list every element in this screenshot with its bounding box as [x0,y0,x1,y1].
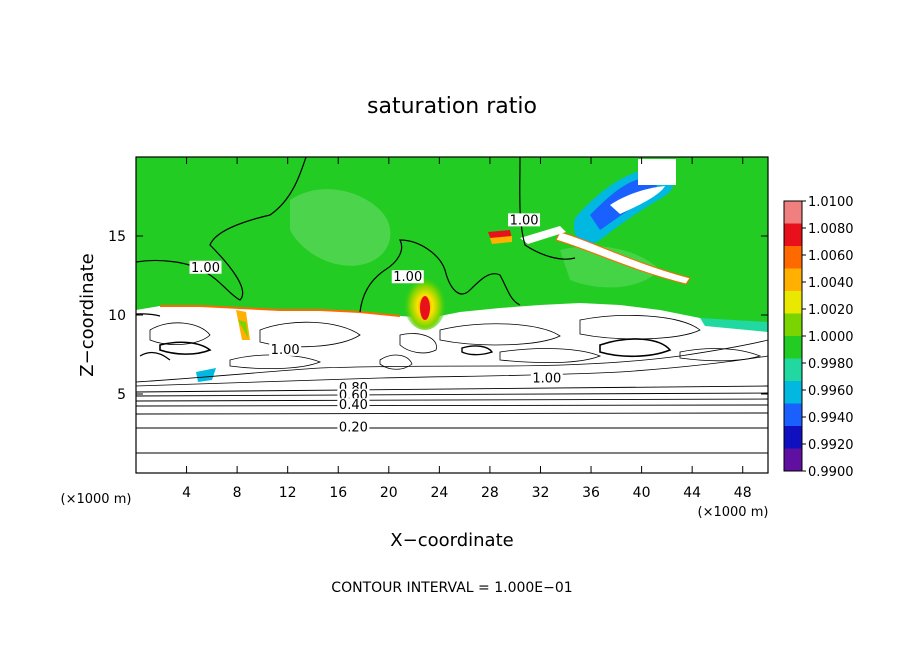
colorbar-label: 1.0060 [808,249,854,264]
edge-anomaly [238,320,248,338]
x-axis: 4 8 12 16 20 24 28 32 36 40 44 48 [182,157,752,501]
clear-streak [555,231,691,285]
x-tick-label: 48 [734,485,752,501]
colorbar-label: 1.0100 [808,195,854,210]
contour-label: 1.00 [271,343,300,358]
x-unit-right: (×1000 m) [698,505,769,520]
x-tick-label: 8 [233,485,242,501]
contour-interval-note: CONTOUR INTERVAL = 1.000E−01 [331,580,572,596]
colorbar-label: 1.0080 [808,222,854,237]
x-tick-label: 28 [481,485,499,501]
contour-label-bg [508,213,541,227]
contour-label: 1.00 [510,213,539,228]
edge-anomaly [490,236,512,244]
dry-edge-patch [700,318,768,332]
colorbar-label: 1.0000 [808,330,854,345]
x-tick-label: 36 [582,485,600,501]
colorbar-swatch [784,336,802,359]
contour-label: 1.00 [532,371,561,386]
colorbar-swatch [784,403,802,427]
x-unit-left: (×1000 m) [61,492,132,507]
colorbar-swatch [784,313,802,337]
contour-label-bg [530,371,563,385]
plot-area [136,157,768,473]
colorbar-label: 0.9920 [808,438,854,453]
clear-streak [520,226,566,244]
y-axis: 5 10 15 [108,229,768,403]
contour-labels: 1.001.001.001.001.000.800.600.400.20 [189,213,563,435]
colorbar-label: 1.0020 [808,303,854,318]
clear-patch-top [638,159,676,185]
x-tick-label: 32 [532,485,550,501]
dry-edge-patch [196,368,216,382]
colorbar-label: 0.9980 [808,357,854,372]
contour-label-bg [189,260,222,274]
dry-intrusion-white [610,186,665,214]
colorbar-swatch [784,448,802,472]
light-green-patch [560,246,660,288]
contour-label-bg [269,342,302,356]
colorbar-swatch [784,381,802,404]
colorbar: 1.0100 1.0080 1.0060 1.0040 1.0020 1.0000 0.99… [783,195,854,480]
x-tick-label: 16 [329,485,347,501]
colorbar-swatch [784,223,802,247]
y-tick-label: 5 [117,387,126,403]
y-axis-label: Z−coordinate [77,253,98,376]
y-tick-label: 15 [108,229,126,245]
colorbar-label: 0.9900 [808,465,854,480]
contour-label: 0.20 [339,420,368,435]
plume-core [420,296,430,320]
colorbar-swatch [784,358,802,382]
contour-label: 0.40 [339,398,368,413]
chart-title: saturation ratio [367,94,537,119]
x-tick-label: 40 [633,485,651,501]
y-tick-label: 10 [108,308,126,324]
colorbar-swatch [784,268,802,292]
colorbar-swatch [784,246,802,269]
colorbar-label: 0.9960 [808,384,854,399]
colorbar-swatch [784,201,802,224]
x-tick-label: 4 [182,485,191,501]
x-tick-label: 24 [430,485,448,501]
x-axis-label: X−coordinate [390,530,513,551]
colorbar-swatch [784,291,802,314]
light-green-patch [290,189,391,266]
x-tick-label: 20 [380,485,398,501]
contour-label-bg [391,270,424,284]
contour-label: 1.00 [393,270,422,285]
x-tick-label: 44 [683,485,701,501]
contour-label-bg [337,420,370,434]
colorbar-label: 0.9940 [808,411,854,426]
contour-lines [136,157,768,454]
contour-label: 1.00 [191,261,220,276]
colorbar-swatch [784,426,802,449]
x-tick-label: 12 [279,485,297,501]
contour-label-bg [337,398,370,412]
colorbar-label: 1.0040 [808,276,854,291]
